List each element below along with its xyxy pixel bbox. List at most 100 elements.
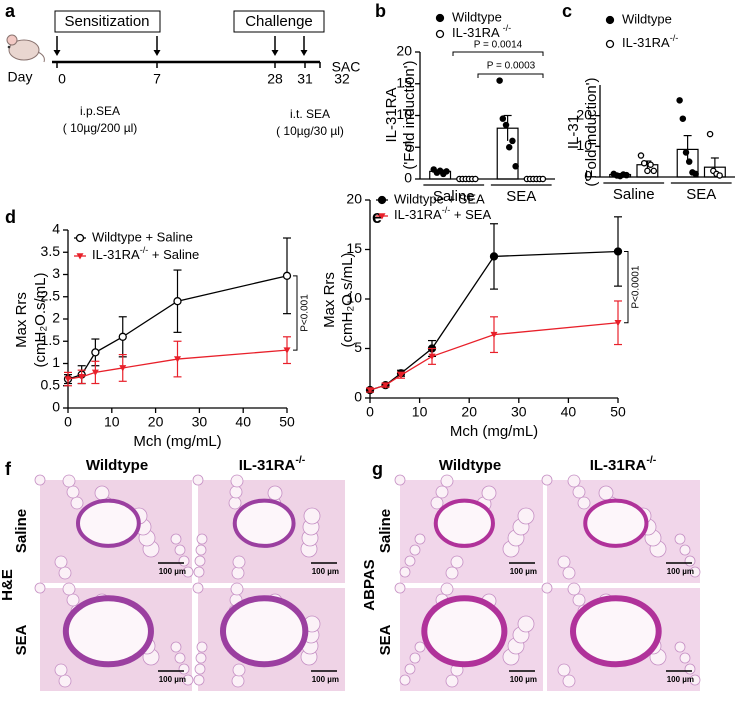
x-tick-label: SEA xyxy=(686,186,716,203)
marker xyxy=(509,137,516,145)
alveolus xyxy=(170,641,182,653)
alveolus xyxy=(430,496,444,510)
alveolus xyxy=(58,674,72,688)
alveolus xyxy=(435,485,449,499)
y-tick-label: 10 xyxy=(576,137,592,153)
alveolus xyxy=(228,496,242,510)
alveolus xyxy=(229,485,243,499)
alveolus xyxy=(230,582,244,596)
stain-label: ABPAS xyxy=(361,559,378,610)
alveolus xyxy=(303,507,321,525)
y-tick-label: 0 xyxy=(584,168,592,184)
alveolus xyxy=(194,663,206,675)
day-number: 7 xyxy=(153,71,161,87)
alveolus xyxy=(450,555,464,569)
alveolus xyxy=(440,474,454,488)
marker xyxy=(650,167,658,175)
marker xyxy=(682,149,690,156)
marker xyxy=(676,97,683,104)
alveolus xyxy=(684,555,696,567)
legend-label: Wildtype + Saline xyxy=(92,229,193,244)
x-tick-label: 10 xyxy=(412,404,428,420)
p-value: P = 0.0003 xyxy=(487,61,536,72)
y-axis-label: (cmH₂O.s/mL) xyxy=(339,253,356,348)
day-number: 28 xyxy=(267,71,283,87)
series-line xyxy=(369,322,619,391)
y-tick-label: 4 xyxy=(52,221,60,237)
alveolus xyxy=(404,663,416,675)
alveolus xyxy=(394,474,406,486)
marker xyxy=(91,369,99,376)
alveolus xyxy=(170,533,182,545)
column-header: Wildtype xyxy=(86,457,148,474)
alveolus xyxy=(66,485,80,499)
airway xyxy=(232,498,296,548)
scale-bar-label: 100 µm xyxy=(159,675,186,684)
alveolus xyxy=(684,663,696,675)
marker xyxy=(692,170,699,178)
airway xyxy=(62,595,154,668)
y-axis-label: Max Rrs xyxy=(321,272,338,328)
alveolus xyxy=(404,555,416,567)
legend-label: IL-31RA -/- xyxy=(452,23,511,40)
phase-label: Challenge xyxy=(245,13,313,30)
alveolus xyxy=(54,663,68,677)
significance-bracket xyxy=(452,51,544,56)
y-axis-label: ('Fold induction') xyxy=(401,60,418,169)
marker xyxy=(496,77,503,84)
alveolus xyxy=(182,566,194,578)
alveolus xyxy=(34,582,46,594)
alveolus xyxy=(414,533,426,545)
marker xyxy=(614,319,622,327)
row-header: Saline xyxy=(13,509,30,553)
panel-label: f xyxy=(5,459,12,479)
alveolus xyxy=(194,555,206,567)
marker xyxy=(377,195,387,205)
marker xyxy=(443,168,450,175)
y-axis-label: IL-31 xyxy=(565,115,582,149)
y-tick-label: 10 xyxy=(346,290,362,306)
row-header: SEA xyxy=(13,624,30,655)
alveolus xyxy=(70,496,84,510)
phase-label: Sensitization xyxy=(64,13,149,30)
y-tick-label: 20 xyxy=(346,191,362,207)
scale-bar-label: 100 µm xyxy=(159,567,186,576)
mouse-icon xyxy=(6,34,45,63)
alveolus xyxy=(445,674,459,688)
alveolus xyxy=(409,544,421,556)
p-value: P = 0.0014 xyxy=(474,40,523,51)
y-tick-label: 0 xyxy=(52,399,60,415)
arrow-head xyxy=(271,50,279,56)
arrow-head xyxy=(300,50,308,56)
marker xyxy=(716,172,723,179)
alveolus xyxy=(557,555,571,569)
phase-box xyxy=(54,10,161,33)
marker xyxy=(605,15,615,25)
y-tick-label: 15 xyxy=(396,74,412,90)
alveolus xyxy=(267,485,283,501)
y-tick-label: 20 xyxy=(396,43,412,59)
alveolus xyxy=(66,593,80,607)
marker xyxy=(119,365,127,372)
marker xyxy=(644,167,651,175)
marker xyxy=(428,353,436,360)
marker xyxy=(382,382,389,389)
alveolus xyxy=(562,566,576,580)
arrow-head xyxy=(53,50,61,56)
y-tick-label: 0 xyxy=(354,389,362,405)
airway xyxy=(421,595,508,668)
marker xyxy=(490,331,498,339)
marker xyxy=(637,152,645,159)
dose-label: ( 10µg/30 µl) xyxy=(276,124,344,138)
alveolus xyxy=(409,652,421,664)
legend-label: Wildtype xyxy=(452,9,502,24)
alveolus xyxy=(34,474,46,486)
panel-label: g xyxy=(372,459,383,479)
panel-label: b xyxy=(375,1,386,21)
alveolus xyxy=(195,652,207,664)
scale-bar-label: 100 µm xyxy=(312,567,339,576)
airway xyxy=(433,498,495,548)
alveolus xyxy=(562,674,576,688)
phase-box xyxy=(233,10,325,33)
